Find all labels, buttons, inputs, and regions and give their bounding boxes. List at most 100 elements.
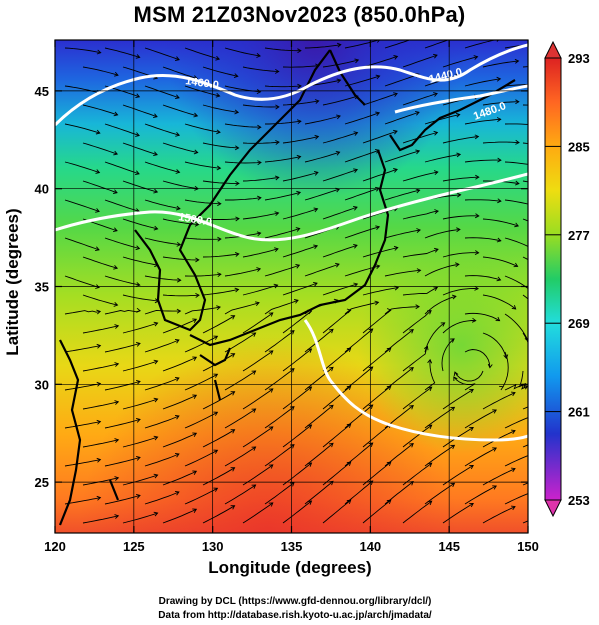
streamline-arrowhead bbox=[416, 268, 422, 274]
streamline-arrowhead bbox=[297, 83, 302, 89]
streamline bbox=[265, 120, 301, 125]
streamline-arrowhead bbox=[313, 170, 319, 176]
streamline bbox=[144, 415, 180, 429]
streamline bbox=[504, 199, 528, 205]
streamline-arrowhead bbox=[294, 299, 299, 304]
streamline bbox=[304, 188, 340, 201]
streamline bbox=[464, 409, 497, 429]
streamline bbox=[362, 130, 398, 144]
streamline-arrowhead bbox=[453, 371, 459, 377]
streamline-arrowhead bbox=[114, 514, 120, 519]
streamline-arrowhead bbox=[503, 354, 509, 360]
streamline bbox=[362, 423, 392, 448]
streamline-arrowhead bbox=[346, 499, 352, 504]
streamline bbox=[402, 386, 432, 410]
streamline bbox=[442, 288, 479, 296]
streamline-arrowhead bbox=[176, 241, 182, 247]
streamline bbox=[202, 180, 239, 184]
streamline bbox=[64, 237, 100, 251]
streamline bbox=[202, 429, 235, 448]
streamline bbox=[82, 142, 118, 155]
streamline-arrowhead bbox=[153, 188, 159, 194]
streamline-arrowhead bbox=[295, 263, 301, 269]
streamline-arrowhead bbox=[328, 442, 334, 448]
streamline bbox=[482, 256, 518, 267]
streamline-arrowhead bbox=[374, 186, 380, 192]
streamline-arrowhead bbox=[217, 201, 222, 207]
streamline-arrowhead bbox=[275, 139, 280, 145]
streamline-arrowhead bbox=[152, 113, 158, 119]
streamline bbox=[482, 294, 516, 310]
streamline bbox=[402, 210, 439, 220]
streamline-arrowhead bbox=[135, 93, 141, 99]
streamline-arrowhead bbox=[353, 168, 359, 173]
streamline bbox=[224, 332, 256, 353]
streamline bbox=[64, 47, 101, 54]
streamline bbox=[224, 161, 262, 164]
streamline bbox=[402, 346, 428, 372]
streamline-arrowhead bbox=[230, 353, 236, 358]
streamline bbox=[442, 56, 478, 68]
streamline-arrowhead bbox=[346, 347, 352, 352]
streamline bbox=[402, 132, 438, 144]
data-credit: Data from http://database.rish.kyoto-u.a… bbox=[158, 610, 432, 621]
streamline-arrowhead bbox=[386, 347, 392, 353]
streamline-arrowhead bbox=[495, 316, 501, 322]
streamline bbox=[264, 47, 301, 52]
streamline bbox=[264, 330, 295, 353]
streamline-arrowhead bbox=[474, 285, 479, 291]
streamline bbox=[104, 161, 140, 175]
streamline-arrowhead bbox=[513, 262, 519, 268]
streamline-arrowhead bbox=[515, 99, 520, 105]
streamline bbox=[384, 189, 420, 201]
streamline-arrowhead bbox=[215, 55, 221, 61]
streamline-arrowhead bbox=[416, 40, 418, 41]
streamline bbox=[184, 123, 221, 133]
streamline bbox=[122, 104, 158, 118]
streamline-arrowhead bbox=[235, 216, 240, 222]
streamline bbox=[64, 310, 101, 315]
streamline-arrowhead bbox=[534, 413, 538, 417]
streamline bbox=[482, 218, 519, 227]
streamline bbox=[202, 253, 239, 258]
streamline-arrowhead bbox=[176, 205, 181, 211]
streamline bbox=[264, 406, 295, 429]
streamline-arrowhead bbox=[537, 164, 541, 168]
streamline-arrowhead bbox=[251, 484, 257, 489]
colorbar-tick-label: 293 bbox=[568, 51, 590, 66]
y-tick-label: 45 bbox=[35, 84, 49, 99]
streamline-arrowhead bbox=[455, 35, 459, 39]
streamline bbox=[344, 226, 380, 239]
streamline bbox=[402, 248, 439, 258]
streamline bbox=[242, 312, 274, 334]
streamline-arrowhead bbox=[456, 152, 462, 158]
streamline bbox=[504, 84, 528, 87]
streamline bbox=[242, 388, 274, 410]
streamline-arrowhead bbox=[313, 207, 319, 213]
streamline-arrowhead bbox=[254, 301, 260, 307]
streamline-arrowhead bbox=[375, 264, 381, 270]
streamline bbox=[202, 218, 240, 220]
streamline-arrowhead bbox=[96, 49, 102, 55]
streamline-arrowhead bbox=[193, 149, 199, 155]
streamline bbox=[144, 237, 181, 246]
streamline-arrowhead bbox=[307, 500, 313, 505]
streamline-arrowhead bbox=[251, 408, 257, 413]
streamline bbox=[122, 322, 158, 334]
streamline bbox=[242, 141, 280, 144]
wind-streamlines bbox=[64, 35, 541, 524]
streamline-arrowhead bbox=[427, 500, 433, 506]
streamline bbox=[162, 470, 197, 486]
colorbar-tick-label: 277 bbox=[568, 228, 590, 243]
streamline bbox=[64, 275, 100, 288]
streamline-arrowhead bbox=[234, 251, 240, 257]
streamline-arrowhead bbox=[456, 192, 462, 198]
streamline bbox=[282, 136, 319, 144]
streamline-arrowhead bbox=[414, 110, 420, 116]
streamline-arrowhead bbox=[427, 310, 432, 315]
streamline-arrowhead bbox=[409, 443, 414, 448]
streamline bbox=[344, 75, 380, 87]
streamline-arrowhead bbox=[334, 262, 340, 268]
streamline bbox=[304, 442, 334, 467]
